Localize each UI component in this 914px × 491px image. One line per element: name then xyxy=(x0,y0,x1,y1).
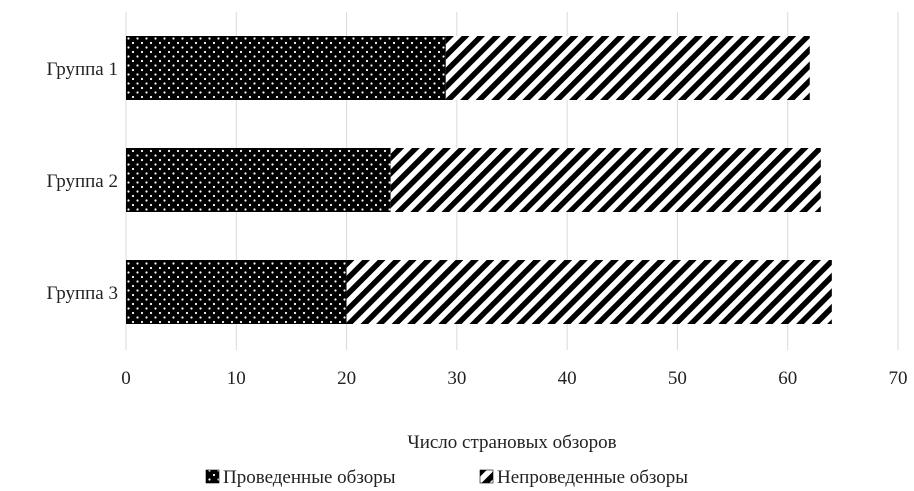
legend: Проведенные обзоры Непроведенные обзоры xyxy=(205,467,688,488)
x-tick-label: 60 xyxy=(778,368,797,389)
category-label: Группа 2 xyxy=(46,171,118,192)
x-axis-title: Число страновых обзоров xyxy=(407,432,616,453)
x-tick-label: 0 xyxy=(121,368,131,389)
x-tick-label: 40 xyxy=(558,368,577,389)
bar-held-2 xyxy=(126,148,391,212)
category-labels: Группа 1 Группа 2 Группа 3 xyxy=(46,59,118,304)
bar-held-3 xyxy=(126,260,347,324)
bar-not-held-3 xyxy=(346,260,832,324)
x-tick-label: 10 xyxy=(227,368,246,389)
x-tick-label: 30 xyxy=(447,368,466,389)
legend-label-not-held: Непроведенные обзоры xyxy=(497,467,688,488)
x-tick-labels: 0 10 20 30 40 50 60 70 xyxy=(121,368,907,389)
bar-not-held-2 xyxy=(390,148,821,212)
x-tick-label: 20 xyxy=(337,368,356,389)
legend-swatch-not-held xyxy=(479,469,494,484)
bars xyxy=(126,36,832,324)
category-label: Группа 1 xyxy=(46,59,118,80)
bar-held-1 xyxy=(126,36,446,100)
legend-swatch-held xyxy=(205,469,220,484)
legend-label-held: Проведенные обзоры xyxy=(223,467,396,488)
x-tick-label: 50 xyxy=(668,368,687,389)
category-label: Группа 3 xyxy=(46,283,118,304)
bar-not-held-1 xyxy=(445,36,810,100)
x-tick-label: 70 xyxy=(889,368,908,389)
